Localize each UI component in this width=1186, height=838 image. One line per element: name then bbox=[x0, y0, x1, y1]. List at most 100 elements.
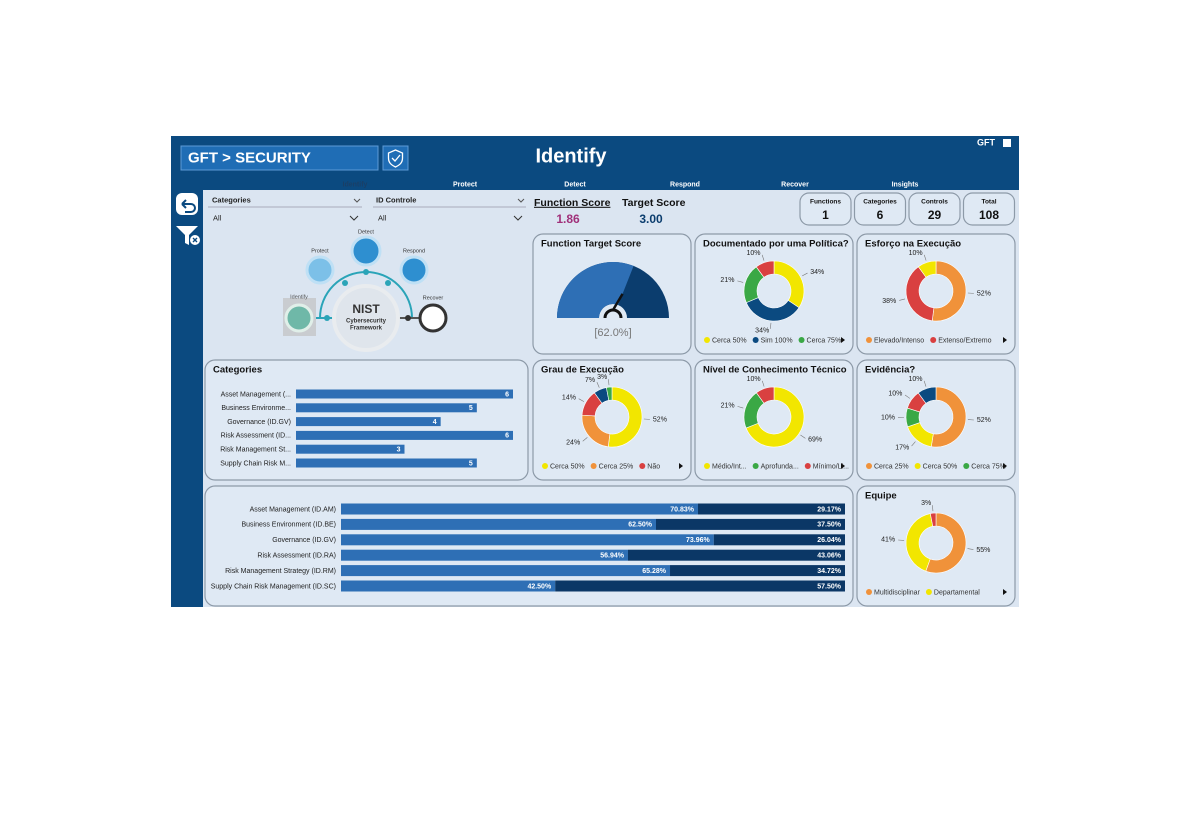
nav-tab[interactable]: Respond bbox=[670, 181, 700, 188]
gauge-label: [62.0%] bbox=[594, 327, 631, 339]
legend-label: Médio/Int... bbox=[712, 463, 747, 470]
legend-swatch bbox=[752, 463, 759, 469]
clear-filter-button[interactable] bbox=[176, 226, 200, 245]
data-label: 4 bbox=[433, 419, 437, 426]
y-tick-label: Asset Management (... bbox=[221, 391, 291, 398]
gauge-fill bbox=[557, 262, 634, 318]
data-label: 6 bbox=[505, 391, 509, 398]
y-tick-label: Risk Management St... bbox=[220, 447, 291, 454]
kpi-card bbox=[908, 192, 961, 226]
nav-tab[interactable]: Insights bbox=[892, 181, 919, 188]
legend-swatch bbox=[866, 589, 872, 595]
legend-label: Cerca 50% bbox=[923, 463, 958, 470]
legend-label: Cerca 25% bbox=[599, 463, 634, 470]
bar bbox=[296, 389, 513, 399]
kpi-card bbox=[799, 192, 852, 226]
data-label: 10% bbox=[909, 250, 923, 257]
y-tick-label: Risk Assessment (ID.RA) bbox=[257, 553, 336, 560]
data-label: 52% bbox=[653, 416, 667, 423]
leader-line bbox=[608, 379, 610, 386]
donut-segment bbox=[607, 386, 643, 448]
y-tick-label: Risk Assessment (ID... bbox=[221, 433, 291, 440]
legend-swatch bbox=[704, 337, 710, 343]
data-label: 55% bbox=[976, 547, 990, 554]
data-label: 38% bbox=[882, 298, 896, 305]
y-tick-label: Governance (ID.GV) bbox=[227, 419, 291, 426]
bar-segment bbox=[656, 518, 845, 530]
y-tick-label: Business Environment (ID.BE) bbox=[241, 522, 336, 529]
kpi-value: 29 bbox=[928, 208, 942, 222]
data-label: 70.83% bbox=[670, 506, 695, 513]
bar-segment bbox=[341, 549, 628, 561]
filter-categories[interactable]: Categories All bbox=[208, 195, 362, 222]
legend-arrow[interactable] bbox=[841, 337, 845, 343]
data-label: 10% bbox=[881, 414, 895, 421]
data-label: 6 bbox=[505, 433, 509, 440]
leader-line bbox=[596, 382, 600, 388]
kpi-card bbox=[962, 192, 1016, 226]
chart-title: Documentado por uma Política? bbox=[703, 239, 849, 250]
bar bbox=[296, 458, 477, 468]
legend-label: Aprofunda... bbox=[761, 463, 799, 470]
donut-segment bbox=[929, 512, 937, 527]
nist-function: Identify bbox=[290, 294, 308, 300]
nav-tab[interactable]: Identify bbox=[343, 181, 368, 188]
leader-line bbox=[737, 280, 744, 283]
filter-value: All bbox=[378, 213, 387, 222]
nist-title: NIST bbox=[352, 302, 380, 316]
data-label: 57.50% bbox=[817, 583, 842, 590]
legend-label: Não bbox=[647, 463, 660, 470]
leader-line bbox=[761, 254, 765, 261]
legend-label: Cerca 75% bbox=[971, 463, 1006, 470]
leader-line bbox=[911, 441, 916, 447]
nist-function: Protect bbox=[311, 248, 329, 254]
legend-label: Departamental bbox=[934, 589, 980, 596]
legend-arrow[interactable] bbox=[679, 463, 683, 469]
leader-line bbox=[770, 322, 772, 329]
leader-line bbox=[800, 434, 806, 439]
bar bbox=[296, 417, 441, 427]
leader-line bbox=[923, 380, 927, 387]
shield-icon bbox=[382, 145, 409, 171]
legend-label: Sim 100% bbox=[761, 337, 793, 344]
legend-swatch bbox=[804, 463, 811, 469]
leader-line bbox=[582, 437, 588, 442]
donut-segment bbox=[931, 260, 967, 322]
nav-tab[interactable]: Detect bbox=[564, 181, 586, 188]
chart-title: Function Target Score bbox=[541, 239, 641, 250]
chevron bbox=[353, 198, 361, 203]
data-label: 10% bbox=[747, 250, 761, 257]
legend-arrow[interactable] bbox=[841, 463, 845, 469]
data-label: 24% bbox=[566, 439, 580, 446]
nist-diagram: Protect Detect Respond Identify Recover … bbox=[283, 229, 448, 352]
data-label: 73.96% bbox=[686, 537, 711, 544]
logo-square bbox=[1003, 139, 1011, 147]
bar-segment bbox=[670, 565, 845, 577]
chevron bbox=[513, 215, 523, 221]
leader-line bbox=[899, 298, 906, 301]
legend-arrow[interactable] bbox=[1003, 463, 1007, 469]
nav-tab[interactable]: Protect bbox=[453, 181, 478, 188]
bar-segment bbox=[555, 580, 845, 592]
legend-arrow[interactable] bbox=[1003, 337, 1007, 343]
data-label: 3% bbox=[597, 374, 607, 381]
legend-swatch bbox=[963, 463, 970, 469]
legend-swatch bbox=[798, 337, 805, 343]
data-label: 34% bbox=[755, 328, 769, 335]
nist-function: Detect bbox=[358, 229, 374, 235]
legend-arrow[interactable] bbox=[1003, 589, 1007, 595]
chart-card bbox=[856, 233, 1016, 355]
nav-tab[interactable]: Recover bbox=[781, 181, 809, 188]
donut-segment bbox=[905, 513, 934, 572]
leader-line bbox=[932, 505, 934, 512]
data-label: 69% bbox=[808, 436, 822, 443]
data-label: 42.50% bbox=[527, 583, 552, 590]
chart-title: Grau de Execução bbox=[541, 365, 624, 376]
kpi-value: 1 bbox=[822, 208, 829, 222]
filter-label: Categories bbox=[212, 195, 251, 204]
back-button[interactable] bbox=[176, 193, 198, 215]
chart-card bbox=[856, 485, 1016, 607]
legend-label: Multidisciplinar bbox=[874, 589, 921, 596]
filter-id-controle[interactable]: ID Controle All bbox=[373, 195, 526, 222]
legend-label: Elevado/Intenso bbox=[874, 337, 924, 344]
